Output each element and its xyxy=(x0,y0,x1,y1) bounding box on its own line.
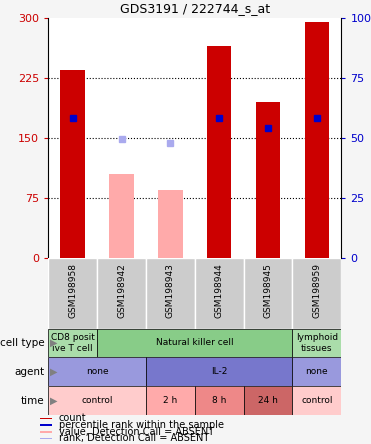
Bar xyxy=(40,438,52,439)
Bar xyxy=(195,386,244,415)
Bar xyxy=(292,357,341,386)
Title: GDS3191 / 222744_s_at: GDS3191 / 222744_s_at xyxy=(120,2,270,15)
Text: GSM198958: GSM198958 xyxy=(68,263,77,318)
Bar xyxy=(60,70,85,258)
Text: none: none xyxy=(86,367,108,377)
Text: ▶: ▶ xyxy=(50,396,58,406)
Text: 2 h: 2 h xyxy=(163,396,177,405)
Bar xyxy=(97,258,146,329)
Text: IL-2: IL-2 xyxy=(211,367,227,377)
Bar xyxy=(48,357,146,386)
Text: value, Detection Call = ABSENT: value, Detection Call = ABSENT xyxy=(59,427,214,437)
Bar xyxy=(109,174,134,258)
Text: 24 h: 24 h xyxy=(258,396,278,405)
Bar xyxy=(244,258,292,329)
Text: rank, Detection Call = ABSENT: rank, Detection Call = ABSENT xyxy=(59,433,209,444)
Text: none: none xyxy=(306,367,328,377)
Bar xyxy=(195,258,244,329)
Text: GSM198945: GSM198945 xyxy=(263,263,273,318)
Text: ▶: ▶ xyxy=(50,367,58,377)
Bar xyxy=(146,386,195,415)
Bar xyxy=(40,431,52,432)
Text: GSM198944: GSM198944 xyxy=(215,263,224,318)
Bar xyxy=(48,258,97,329)
Text: control: control xyxy=(301,396,333,405)
Bar xyxy=(146,258,195,329)
Bar xyxy=(40,424,52,426)
Text: count: count xyxy=(59,413,86,424)
Bar xyxy=(158,190,183,258)
Text: Natural killer cell: Natural killer cell xyxy=(156,338,234,348)
Text: cell type: cell type xyxy=(0,338,45,348)
Text: percentile rank within the sample: percentile rank within the sample xyxy=(59,420,224,430)
Text: GSM198959: GSM198959 xyxy=(312,263,321,318)
Text: GSM198943: GSM198943 xyxy=(166,263,175,318)
Bar xyxy=(292,258,341,329)
Text: GSM198942: GSM198942 xyxy=(117,263,126,318)
Bar xyxy=(292,386,341,415)
Bar xyxy=(48,329,97,357)
Bar xyxy=(97,329,292,357)
Bar xyxy=(48,386,146,415)
Text: CD8 posit
ive T cell: CD8 posit ive T cell xyxy=(51,333,95,353)
Bar xyxy=(40,418,52,419)
Bar xyxy=(207,46,232,258)
Text: control: control xyxy=(81,396,113,405)
Text: agent: agent xyxy=(14,367,45,377)
Text: ▶: ▶ xyxy=(50,338,58,348)
Bar xyxy=(146,357,292,386)
Text: 8 h: 8 h xyxy=(212,396,226,405)
Text: time: time xyxy=(21,396,45,406)
Text: lymphoid
tissues: lymphoid tissues xyxy=(296,333,338,353)
Bar xyxy=(292,329,341,357)
Bar xyxy=(244,386,292,415)
Bar xyxy=(305,22,329,258)
Bar xyxy=(256,102,280,258)
